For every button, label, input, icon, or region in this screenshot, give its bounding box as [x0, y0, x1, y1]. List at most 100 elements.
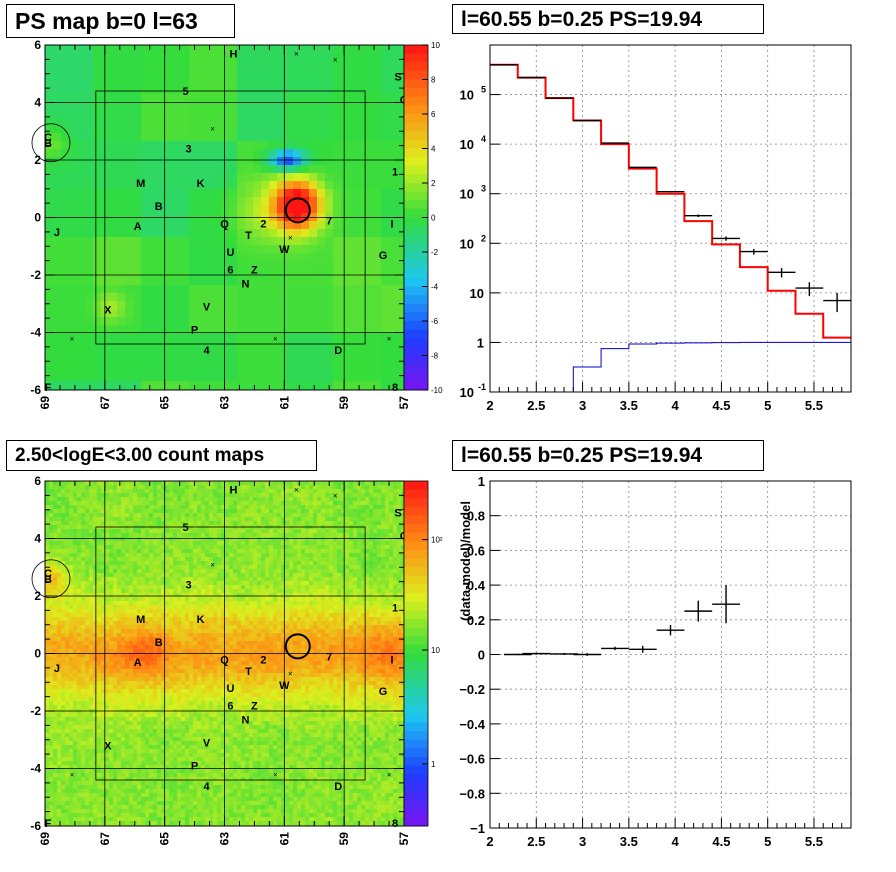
- map-cell: [165, 705, 169, 709]
- map-cell: [85, 781, 89, 785]
- map-cell: [49, 789, 53, 793]
- map-cell: [301, 149, 309, 157]
- map-cell: [61, 569, 65, 573]
- map-cell: [77, 677, 81, 681]
- map-cell: [149, 605, 153, 609]
- ps-map-panel: ×××××××H5SOCB31MKBAQ27IJTWUG6ZNXVP4DF869…: [30, 38, 443, 409]
- map-cell: [133, 685, 137, 689]
- map-cell: [117, 133, 125, 141]
- map-cell: [93, 189, 101, 197]
- map-cell: [73, 773, 77, 777]
- map-cell: [161, 705, 165, 709]
- map-cell: [161, 721, 165, 725]
- map-cell: [93, 773, 97, 777]
- map-cell: [105, 653, 109, 657]
- map-cell: [149, 541, 153, 545]
- map-cell: [81, 485, 85, 489]
- map-cell: [389, 245, 397, 253]
- map-cell: [137, 605, 141, 609]
- map-cell: [53, 205, 61, 213]
- map-cell: [89, 605, 93, 609]
- map-cell: [153, 613, 157, 617]
- map-cell: [129, 577, 133, 581]
- map-cell: [165, 729, 169, 733]
- map-cell: [109, 697, 113, 701]
- map-cell: [121, 653, 125, 657]
- map-cell: [165, 765, 169, 769]
- map-cell: [325, 373, 333, 381]
- map-cell: [389, 77, 397, 85]
- map-cell: [141, 745, 145, 749]
- map-cell: [189, 205, 197, 213]
- map-cell: [73, 621, 77, 625]
- map-cell: [173, 85, 181, 93]
- map-cell: [141, 581, 145, 585]
- map-cell: [149, 213, 157, 221]
- map-cell: [301, 245, 309, 253]
- map-cell: [109, 133, 117, 141]
- map-cell: [373, 333, 381, 341]
- map-cell: [61, 649, 65, 653]
- map-cell: [101, 541, 105, 545]
- map-cell: [109, 261, 117, 269]
- map-cell: [49, 781, 53, 785]
- map-cell: [61, 677, 65, 681]
- map-cell: [61, 729, 65, 733]
- map-cell: [101, 677, 105, 681]
- map-cell: [49, 497, 53, 501]
- map-cell: [53, 517, 57, 521]
- source-label: B: [44, 138, 52, 150]
- map-cell: [157, 497, 161, 501]
- map-cell: [137, 729, 141, 733]
- map-cell: [149, 133, 157, 141]
- map-cell: [245, 325, 253, 333]
- map-cell: [245, 341, 253, 349]
- map-cell: [129, 753, 133, 757]
- map-cell: [325, 101, 333, 109]
- map-cell: [141, 821, 145, 825]
- map-cell: [85, 661, 89, 665]
- map-cell: [325, 221, 333, 229]
- map-cell: [113, 809, 117, 813]
- map-cell: [245, 117, 253, 125]
- map-cell: [45, 673, 49, 677]
- map-cell: [149, 561, 153, 565]
- map-cell: [245, 221, 253, 229]
- map-cell: [165, 745, 169, 749]
- map-cell: [161, 821, 165, 825]
- map-cell: [373, 381, 381, 389]
- map-cell: [229, 373, 237, 381]
- map-cell: [65, 817, 69, 821]
- map-cell: [301, 365, 309, 373]
- map-cell: [157, 517, 161, 521]
- map-cell: [45, 237, 53, 245]
- map-cell: [157, 657, 161, 661]
- map-cell: [373, 229, 381, 237]
- map-cell: [373, 309, 381, 317]
- map-cell: [181, 245, 189, 253]
- map-cell: [101, 565, 105, 569]
- map-cell: [117, 213, 125, 221]
- map-cell: [141, 85, 149, 93]
- map-cell: [157, 645, 161, 649]
- map-cell: [57, 625, 61, 629]
- map-cell: [69, 513, 73, 517]
- map-cell: [105, 593, 109, 597]
- map-cell: [81, 661, 85, 665]
- map-cell: [129, 669, 133, 673]
- map-cell: [101, 581, 105, 585]
- map-cell: [101, 749, 105, 753]
- map-cell: [125, 93, 133, 101]
- map-cell: [129, 721, 133, 725]
- map-cell: [77, 381, 85, 389]
- map-cell: [293, 381, 301, 389]
- map-cell: [133, 693, 137, 697]
- map-cell: [253, 149, 261, 157]
- map-cell: [105, 613, 109, 617]
- map-cell: [309, 373, 317, 381]
- map-cell: [381, 157, 389, 165]
- map-cell: [133, 625, 137, 629]
- map-cell: [61, 737, 65, 741]
- map-cell: [157, 553, 161, 557]
- map-cell: [213, 213, 221, 221]
